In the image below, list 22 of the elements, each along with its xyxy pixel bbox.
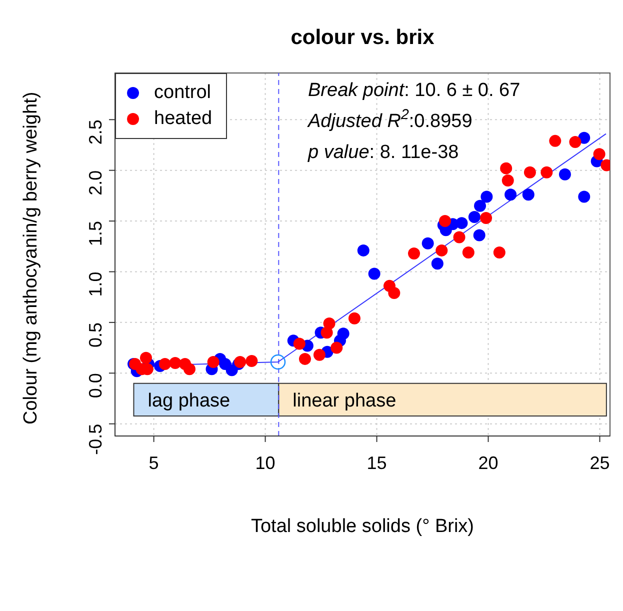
x-tick-label: 25 <box>590 452 610 473</box>
y-tick-label: -0.5 <box>85 424 106 455</box>
y-tick-label: 0.5 <box>85 322 106 348</box>
x-tick-label: 20 <box>478 452 498 473</box>
y-axis-title: Colour (mg anthocyanin/g berry weight) <box>20 92 42 424</box>
band-label: linear phase <box>292 390 396 412</box>
y-tick-label: 1.0 <box>85 272 106 297</box>
band-label: lag phase <box>148 390 230 412</box>
y-tick-label: 0.0 <box>85 373 106 398</box>
x-tick-label: 5 <box>148 452 159 473</box>
annotation: p value: 8. 11e-38 <box>307 142 459 163</box>
annotation: Break point: 10. 6 ± 0. 67 <box>308 80 520 101</box>
x-tick-label: 10 <box>255 452 276 473</box>
y-tick-label: 1.5 <box>85 221 106 246</box>
y-tick-label: 2.5 <box>85 120 106 145</box>
chart-title: colour vs. brix <box>290 26 436 50</box>
legend-label: control <box>154 81 212 105</box>
legend-label: heated <box>154 107 212 131</box>
x-axis-title: Total soluble solids (° Brix) <box>250 516 474 537</box>
x-tick-label: 15 <box>366 452 387 473</box>
annotation: Adjusted R$^{2}$:0.8959 <box>307 107 472 132</box>
y-tick-label: 2.0 <box>85 170 106 196</box>
